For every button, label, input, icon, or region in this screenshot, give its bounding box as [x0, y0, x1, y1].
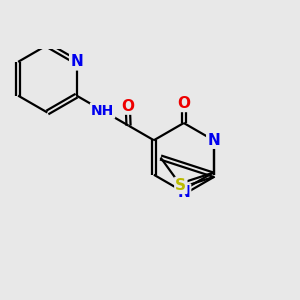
Text: N: N [70, 54, 83, 69]
Text: N: N [177, 184, 190, 200]
Text: O: O [121, 99, 134, 114]
Text: N: N [207, 133, 220, 148]
Text: S: S [175, 178, 186, 193]
Text: O: O [177, 96, 190, 111]
Text: NH: NH [91, 103, 114, 118]
